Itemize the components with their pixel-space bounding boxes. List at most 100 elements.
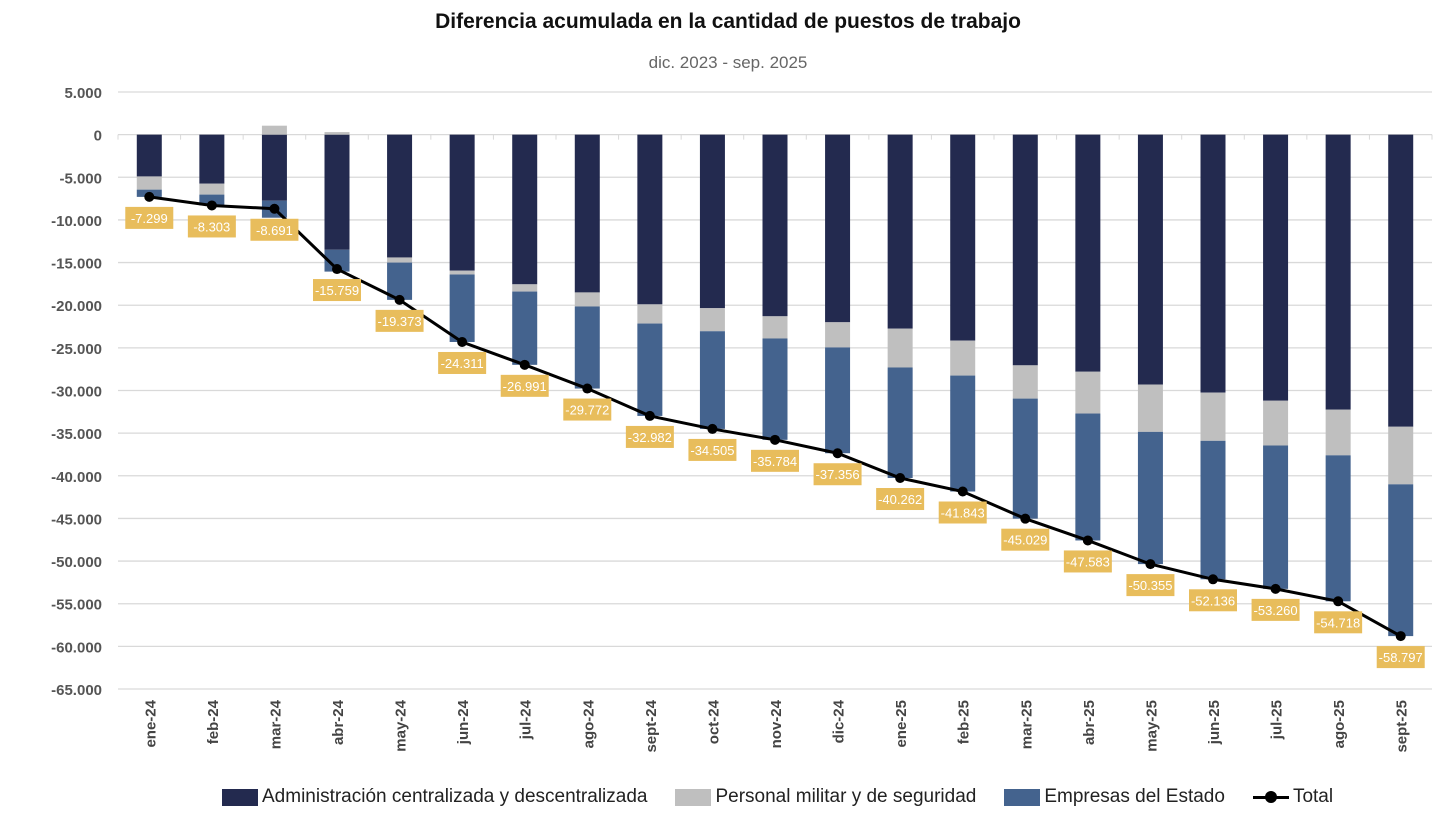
legend-item-administracion: Administración centralizada y descentral… bbox=[222, 786, 647, 808]
total-point bbox=[1333, 596, 1344, 607]
bar-segment bbox=[637, 304, 663, 324]
x-tick-label: ene-24 bbox=[142, 699, 159, 747]
bar-segment bbox=[1388, 134, 1414, 427]
data-label: -53.260 bbox=[1254, 603, 1298, 618]
data-label: -47.583 bbox=[1066, 554, 1110, 569]
bar-segment bbox=[762, 338, 788, 440]
bar-segment bbox=[825, 134, 851, 323]
total-point bbox=[770, 434, 780, 445]
bar-segment bbox=[324, 134, 350, 250]
bar-segment bbox=[387, 262, 413, 300]
y-tick-label: -20.000 bbox=[51, 298, 102, 315]
data-label-box bbox=[813, 463, 862, 486]
bar-segment bbox=[699, 134, 725, 309]
bar-segment bbox=[199, 194, 225, 206]
x-tick-label: oct-24 bbox=[705, 699, 722, 744]
total-point bbox=[957, 486, 968, 497]
y-tick-label: -25.000 bbox=[51, 341, 102, 358]
data-label: -41.843 bbox=[941, 506, 985, 521]
data-label: -34.505 bbox=[690, 443, 734, 458]
x-tick-label: jul-24 bbox=[518, 699, 535, 740]
total-point bbox=[519, 359, 530, 370]
data-label-box bbox=[1376, 646, 1425, 669]
y-tick-label: -35.000 bbox=[51, 426, 102, 443]
data-label-box bbox=[125, 206, 174, 229]
x-tick-label: feb-25 bbox=[956, 700, 973, 744]
x-tick-label: jun-24 bbox=[455, 699, 472, 745]
stacked-bar-chart: 5.000 0 -5.000 -10.000 -15.000 -20.000 -25.000… bbox=[51, 85, 1433, 753]
bar-segment bbox=[324, 132, 350, 135]
data-label-box bbox=[563, 398, 612, 421]
y-tick-label: -50.000 bbox=[51, 554, 102, 571]
bar-segment bbox=[387, 257, 413, 263]
x-tick-label: mar-24 bbox=[267, 699, 284, 749]
bar-segment bbox=[1200, 134, 1226, 393]
data-label: -7.299 bbox=[131, 211, 168, 226]
data-label-box bbox=[688, 438, 737, 461]
total-point bbox=[269, 203, 280, 214]
x-tick-label: abr-24 bbox=[330, 699, 347, 745]
bar-segment bbox=[762, 134, 788, 317]
data-label-box bbox=[625, 425, 674, 448]
y-tick-label: -10.000 bbox=[51, 213, 102, 230]
legend-item-empresas: Empresas del Estado bbox=[1004, 786, 1225, 808]
legend-line-marker bbox=[1252, 790, 1289, 803]
data-label: -15.759 bbox=[315, 283, 359, 298]
legend-swatch bbox=[1004, 788, 1041, 806]
y-tick-label: 0 bbox=[94, 128, 102, 145]
data-label: -54.718 bbox=[1316, 615, 1360, 630]
bar-segment bbox=[199, 134, 225, 184]
total-point bbox=[1395, 631, 1406, 642]
bar-segment bbox=[1012, 398, 1038, 519]
x-tick-label: sept-25 bbox=[1394, 700, 1411, 753]
legend-swatch bbox=[675, 788, 712, 806]
y-tick-label: 5.000 bbox=[64, 85, 102, 102]
bar-segment bbox=[825, 322, 851, 348]
bar-segment bbox=[1075, 134, 1101, 372]
bar-segment bbox=[1137, 431, 1163, 565]
bar-segment bbox=[387, 134, 413, 258]
bar-segment bbox=[1388, 426, 1414, 485]
x-tick-label: may-24 bbox=[393, 699, 410, 751]
data-label: -24.311 bbox=[441, 356, 484, 371]
y-tick-label: -30.000 bbox=[51, 384, 102, 401]
total-point bbox=[644, 410, 655, 421]
data-label: -37.356 bbox=[816, 467, 860, 482]
total-point bbox=[394, 294, 405, 305]
bar-segment bbox=[1325, 455, 1351, 602]
data-label: -58.797 bbox=[1379, 650, 1423, 665]
total-point bbox=[1208, 574, 1218, 585]
bar-segment bbox=[199, 183, 225, 195]
bar-segment bbox=[1200, 392, 1226, 441]
legend-label: Personal militar y de seguridad bbox=[715, 786, 977, 807]
x-tick-label: jul-25 bbox=[1269, 700, 1286, 740]
data-label-box bbox=[250, 218, 299, 241]
total-point bbox=[206, 200, 217, 211]
bar-segment bbox=[1137, 134, 1163, 385]
y-tick-label: -15.000 bbox=[51, 256, 102, 273]
total-point bbox=[582, 383, 593, 394]
data-label-box bbox=[375, 309, 424, 332]
y-tick-label: -45.000 bbox=[51, 511, 102, 528]
data-label-box bbox=[313, 279, 361, 302]
total-point bbox=[1145, 559, 1156, 570]
data-label-box bbox=[1063, 550, 1112, 573]
bar-segment bbox=[261, 125, 287, 135]
y-tick-label: -60.000 bbox=[51, 639, 102, 656]
bar-segment bbox=[1388, 484, 1414, 637]
data-label-box bbox=[1189, 589, 1237, 612]
legend-item-total: Total bbox=[1252, 786, 1333, 808]
data-label-box bbox=[500, 374, 549, 397]
data-label-box bbox=[438, 351, 487, 374]
x-tick-label: feb-24 bbox=[205, 699, 222, 744]
bar-segment bbox=[762, 316, 788, 339]
bar-segment bbox=[1075, 413, 1101, 541]
bar-segment bbox=[887, 134, 913, 329]
total-point bbox=[895, 473, 906, 484]
bar-segment bbox=[1075, 371, 1101, 414]
y-tick-label: -55.000 bbox=[51, 597, 102, 614]
bar-segment bbox=[950, 134, 976, 341]
bar-segment bbox=[1325, 134, 1351, 410]
bar-segment bbox=[574, 134, 600, 293]
bar-segment bbox=[950, 375, 976, 492]
